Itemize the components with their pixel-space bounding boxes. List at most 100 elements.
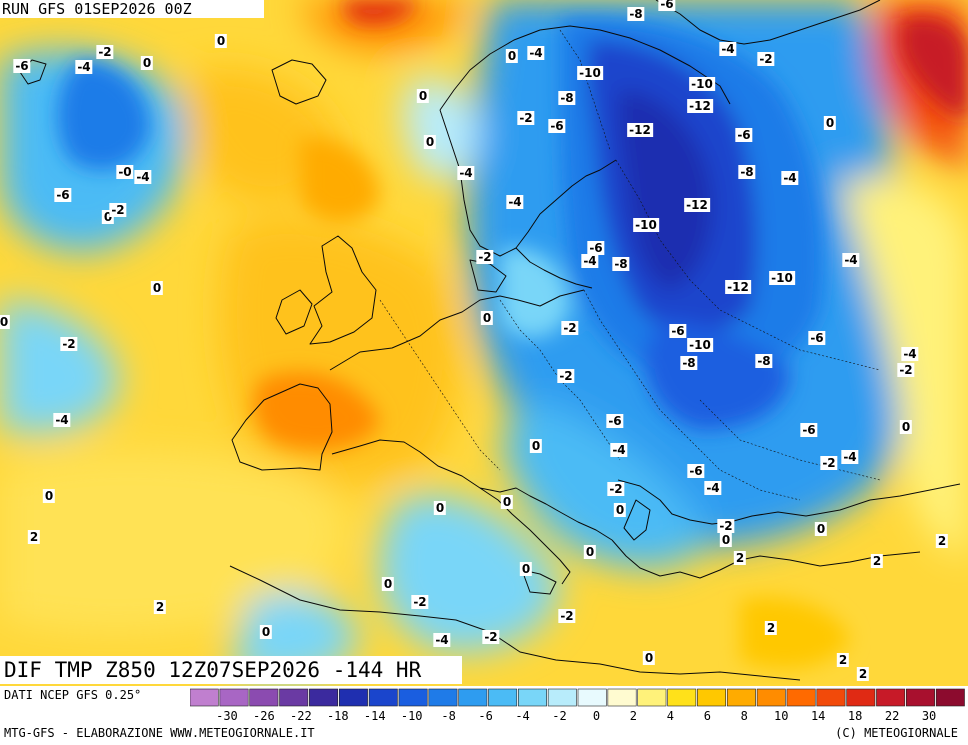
anomaly-field [0, 0, 968, 686]
legend-swatch [876, 688, 906, 707]
contour-label: 2 [836, 653, 850, 667]
color-scale-ticks: -30 -26 -22 -18 -14 -10 -8 -6 -4 -2 0 2 4 6 8 10 14 18 22 3… [190, 709, 966, 723]
contour-label: 0 [259, 625, 273, 639]
legend-swatch [279, 688, 309, 707]
contour-label: 0 [416, 89, 430, 103]
contour-label: -2 [561, 321, 579, 335]
contour-label: -4 [704, 481, 722, 495]
contour-label: 0 [140, 56, 154, 70]
legend-swatch [577, 688, 607, 707]
footer: DATI NCEP GFS 0.25° -30 -26 -22 -18 -14 -10 -8… [0, 686, 968, 745]
legend-swatch [726, 688, 756, 707]
legend-swatch [518, 688, 547, 707]
contour-label: 2 [935, 534, 949, 548]
contour-label: -2 [820, 456, 838, 470]
legend-swatch [786, 688, 816, 707]
contour-label: -4 [719, 42, 737, 56]
contour-label: 0 [500, 495, 514, 509]
model-run-label: RUN GFS 01SEP2026 00Z [0, 0, 264, 18]
legend-swatch [428, 688, 458, 707]
legend-tick-label: 8 [740, 709, 748, 723]
contour-label: -0 [116, 165, 134, 179]
contour-label: -6 [687, 464, 705, 478]
contour-label: -10 [633, 218, 659, 232]
contour-label: -6 [548, 119, 566, 133]
contour-label: -4 [842, 253, 860, 267]
contour-label: 0 [433, 501, 447, 515]
legend-swatch [906, 688, 935, 707]
contour-label: 2 [856, 667, 870, 681]
contour-label: -4 [134, 170, 152, 184]
copyright: (C) METEOGIORNALE [835, 726, 958, 740]
contour-label: -12 [725, 280, 751, 294]
legend-tick-label: -18 [326, 709, 349, 723]
legend-tick-label: -6 [478, 709, 493, 723]
contour-label: -2 [607, 482, 625, 496]
contour-label: 0 [899, 420, 913, 434]
contour-label: 0 [642, 651, 656, 665]
contour-label: -12 [627, 123, 653, 137]
contour-label: -4 [901, 347, 919, 361]
legend-swatch [249, 688, 279, 707]
contour-label: 0 [480, 311, 494, 325]
legend-swatch [637, 688, 667, 707]
contour-label: 0 [381, 577, 395, 591]
contour-label: 0 [42, 489, 56, 503]
contour-label: 2 [27, 530, 41, 544]
legend-tick-label: -26 [253, 709, 275, 723]
contour-label: 0 [519, 562, 533, 576]
legend-tick-label: -2 [552, 709, 567, 723]
contour-label: -2 [897, 363, 915, 377]
contour-label: -6 [735, 128, 753, 142]
contour-label: -2 [757, 52, 775, 66]
contour-label: 0 [823, 116, 837, 130]
contour-label: -2 [60, 337, 78, 351]
contour-label: 0 [214, 34, 228, 48]
contour-label: 0 [150, 281, 164, 295]
contour-label: -4 [527, 46, 545, 60]
contour-label: -4 [433, 633, 451, 647]
contour-label: 0 [613, 503, 627, 517]
map-title: DIF TMP Z850 12Z07SEP2026 -144 HR [0, 656, 462, 684]
contour-label: -12 [684, 198, 710, 212]
legend-tick-label: 2 [629, 709, 638, 723]
contour-label: -10 [689, 77, 715, 91]
contour-label: -8 [627, 7, 645, 21]
contour-label: 0 [529, 439, 543, 453]
legend-swatch [458, 688, 488, 707]
legend-tick-label: 0 [592, 709, 601, 723]
legend-tick-label: 22 [884, 709, 900, 723]
contour-label: -8 [680, 356, 698, 370]
contour-label: -2 [557, 369, 575, 383]
contour-label: 0 [583, 545, 597, 559]
contour-label: 0 [0, 315, 11, 329]
contour-label: 0 [423, 135, 437, 149]
legend-swatch [667, 688, 697, 707]
contour-label: -2 [96, 45, 114, 59]
contour-label: -8 [558, 91, 576, 105]
contour-label: -4 [581, 254, 599, 268]
legend-tick-label: -10 [400, 709, 423, 723]
contour-label: -2 [482, 630, 500, 644]
contour-label: -6 [13, 59, 31, 73]
legend-swatch [190, 688, 219, 707]
contour-label: -8 [755, 354, 773, 368]
contour-label: -6 [606, 414, 624, 428]
color-scale-legend [190, 688, 965, 707]
contour-label: -12 [687, 99, 713, 113]
contour-label: -6 [808, 331, 826, 345]
contour-label: 0 [505, 49, 519, 63]
coastlines [19, 0, 961, 681]
contour-label: -2 [517, 111, 535, 125]
legend-swatch [607, 688, 637, 707]
legend-tick-label: -4 [515, 709, 530, 723]
contour-label: -6 [658, 0, 676, 11]
legend-swatch [398, 688, 428, 707]
contour-label: -2 [717, 519, 735, 533]
contour-label: 2 [733, 551, 747, 565]
contour-label: -4 [53, 413, 71, 427]
legend-tick-label: 14 [810, 709, 826, 723]
legend-tick-label: -8 [441, 709, 456, 723]
contour-label: -6 [669, 324, 687, 338]
legend-swatch [547, 688, 577, 707]
